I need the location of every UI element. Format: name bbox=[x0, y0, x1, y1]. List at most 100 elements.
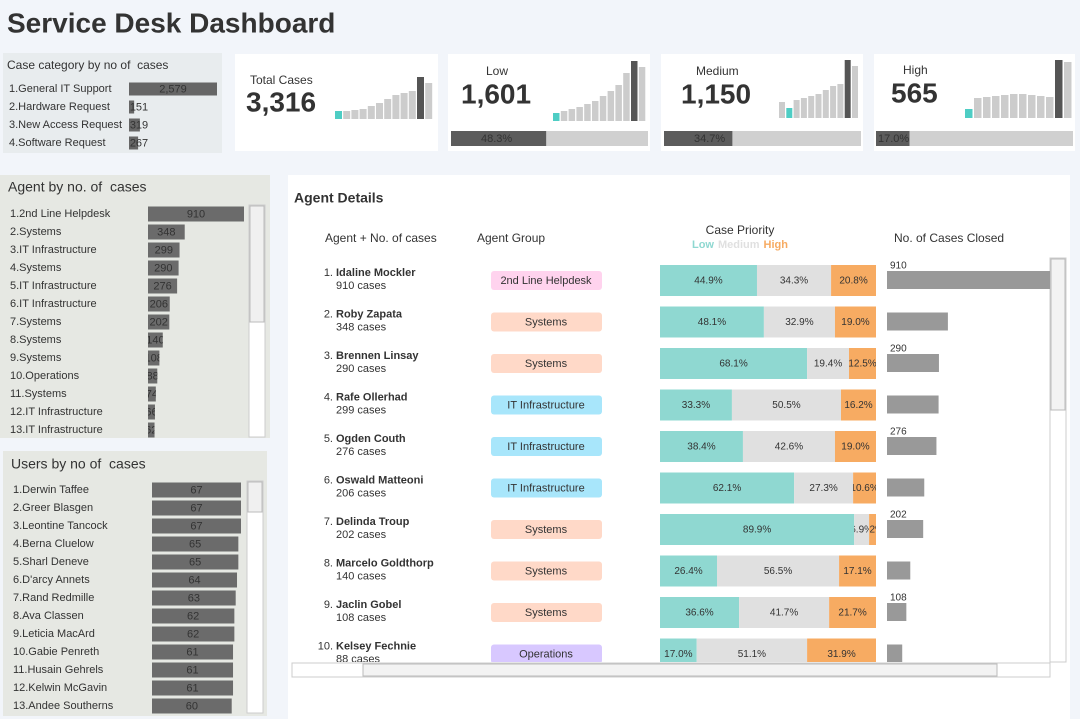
priority-label-clip: 16.2% bbox=[844, 400, 872, 411]
priority-label-clip: 51.1% bbox=[738, 649, 766, 660]
priority-segment bbox=[660, 472, 795, 504]
category-label: 4.Berna Cluelow bbox=[13, 538, 94, 550]
bar bbox=[152, 518, 241, 534]
bar-label: 62 bbox=[187, 628, 199, 640]
category-label: 9.Systems bbox=[10, 352, 62, 364]
bar-label-clip: 62 bbox=[148, 424, 155, 436]
priority-segment bbox=[829, 597, 876, 628]
priority-label-clip: 32.9% bbox=[785, 317, 813, 328]
scrollbar-thumb[interactable] bbox=[249, 205, 265, 323]
category-label: 9.Leticia MacArd bbox=[13, 628, 95, 640]
bar-label: 108 bbox=[145, 352, 163, 364]
bar bbox=[148, 350, 160, 366]
kpi-value: 3,316 bbox=[246, 86, 316, 117]
priority-label: 27.3% bbox=[809, 483, 837, 494]
priority-legend: Low Medium High bbox=[692, 239, 788, 251]
category-label: 7.Rand Redmille bbox=[13, 592, 94, 604]
bar-label: 74 bbox=[146, 388, 158, 400]
priority-label: 50.5% bbox=[772, 400, 800, 411]
sparkline-bar bbox=[553, 113, 560, 121]
sparkline-bar bbox=[568, 109, 576, 121]
kpi-label: High bbox=[903, 63, 928, 77]
category-label: 13.Andee Southerns bbox=[13, 700, 114, 712]
bar bbox=[152, 572, 238, 588]
bar bbox=[148, 278, 178, 294]
sparkline-bar bbox=[631, 61, 638, 121]
sparkline-bar bbox=[965, 109, 973, 118]
priority-label-clip: 34.3% bbox=[780, 276, 808, 287]
bar bbox=[152, 680, 234, 696]
bar-label: 63 bbox=[188, 592, 200, 604]
priority-label: 68.1% bbox=[719, 359, 747, 370]
bar bbox=[152, 536, 239, 552]
scrollbar-thumb[interactable] bbox=[1050, 258, 1066, 411]
priority-label-clip: 68.1% bbox=[719, 359, 747, 370]
sparkline-bar bbox=[837, 84, 844, 118]
agent-rank: 1. bbox=[324, 267, 333, 279]
priority-label-clip: 44.9% bbox=[694, 276, 722, 287]
sparkline-bar bbox=[376, 103, 383, 119]
priority-segment bbox=[717, 555, 840, 587]
bar-label: 61 bbox=[186, 664, 198, 676]
agent-name: Rafe Ollerhad bbox=[336, 391, 408, 403]
group-pill bbox=[491, 561, 602, 581]
priority-label-clip: 6.9% bbox=[854, 525, 869, 536]
bar-label: 276 bbox=[153, 280, 171, 292]
priority-label: 56.5% bbox=[764, 566, 792, 577]
bar bbox=[152, 500, 241, 516]
group-label: IT Infrastructure bbox=[507, 441, 584, 453]
bar-label-clip: 108 bbox=[145, 352, 163, 364]
bar bbox=[152, 644, 234, 660]
group-pill bbox=[491, 271, 602, 290]
agent-rank: 4. bbox=[324, 391, 333, 403]
scrollbar[interactable] bbox=[246, 480, 264, 714]
sparkline-bar bbox=[359, 109, 367, 119]
closed-label: 276 bbox=[890, 427, 907, 438]
column-header: No. of Cases Closed bbox=[894, 231, 1004, 245]
priority-label-clip: 50.5% bbox=[772, 400, 800, 411]
share-label: 34.7% bbox=[694, 133, 725, 145]
agent-cases: 202 cases bbox=[336, 529, 387, 541]
priority-label: 89.9% bbox=[743, 525, 771, 536]
closed-bar bbox=[887, 603, 907, 621]
priority-label: 19.4% bbox=[814, 359, 842, 370]
scrollbar-thumb[interactable] bbox=[247, 481, 263, 513]
bar-label-clip: 140 bbox=[148, 334, 163, 346]
sparkline-bar bbox=[584, 104, 591, 121]
bar bbox=[148, 422, 155, 438]
bar bbox=[148, 224, 185, 240]
column-header: Agent + No. of cases bbox=[325, 231, 437, 245]
scrollbar-thumb[interactable] bbox=[362, 663, 998, 677]
agent-rank: 7. bbox=[324, 516, 333, 528]
priority-label: 33.3% bbox=[682, 400, 710, 411]
bar-label-clip: 299 bbox=[155, 244, 173, 256]
bar bbox=[129, 118, 140, 132]
priority-label: 10.6% bbox=[850, 483, 878, 494]
share-bar bbox=[451, 131, 547, 146]
group-pill bbox=[491, 520, 602, 539]
category-label: 11.Husain Gehrels bbox=[13, 664, 104, 676]
bar bbox=[129, 136, 139, 150]
closed-bar bbox=[887, 395, 939, 414]
bar-label: 65 bbox=[189, 538, 201, 550]
group-pill bbox=[491, 603, 602, 622]
sparkline-bar bbox=[638, 67, 646, 121]
bar-label: 61 bbox=[186, 682, 198, 694]
bar-label-clip: 206 bbox=[150, 298, 168, 310]
priority-segment bbox=[742, 431, 835, 462]
priority-label: 20.8% bbox=[839, 276, 867, 287]
bar-label: 290 bbox=[154, 262, 172, 274]
priority-label: 19.0% bbox=[841, 442, 869, 453]
sparkline-bar bbox=[392, 95, 400, 119]
bar bbox=[152, 608, 235, 624]
agent-name: Kelsey Fechnie bbox=[336, 640, 416, 652]
sparkline-bar bbox=[815, 94, 822, 118]
agent-rank: 2. bbox=[324, 308, 333, 320]
priority-segment bbox=[660, 431, 743, 462]
share-label: 48.3% bbox=[481, 133, 512, 145]
group-pill bbox=[491, 644, 602, 662]
bar bbox=[148, 332, 163, 348]
bar-label-clip: 66 bbox=[148, 406, 155, 418]
sparkline-bar bbox=[844, 60, 851, 118]
